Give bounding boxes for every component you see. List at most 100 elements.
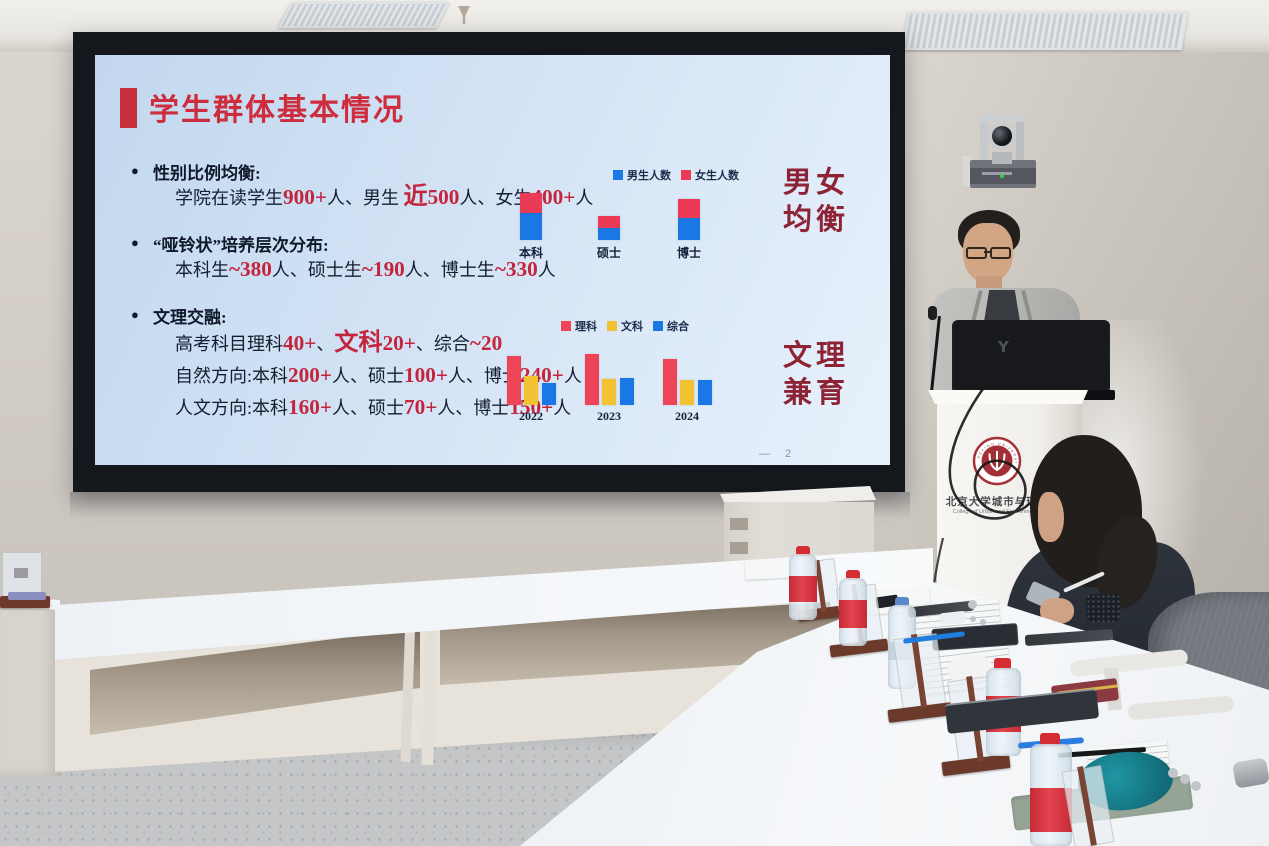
bullet-dot: ●	[131, 163, 139, 178]
gender-chart-bars: 本科 硕士 博士	[495, 155, 735, 263]
bar-文科-2022	[524, 376, 538, 405]
legend-swatch-comprehensive	[653, 321, 663, 331]
bar-理科-2024	[663, 358, 677, 405]
bracelet-bead	[1180, 774, 1190, 784]
text-segment: 200+	[288, 363, 332, 387]
side-label-gender-balance: 男女 均衡	[783, 167, 850, 236]
mic-tip	[968, 600, 977, 609]
bar-male-本科	[520, 212, 542, 240]
cabinet-shelf-notch	[730, 518, 748, 530]
camera-led	[1000, 174, 1004, 178]
track-chart-bars: 2022 2023 2024	[495, 310, 735, 425]
camera-bracket	[1016, 114, 1024, 160]
page-dash: —	[759, 448, 776, 460]
bar-文科-2024	[680, 379, 694, 405]
bar-female-博士	[678, 198, 700, 218]
text-segment: 人、博士生	[404, 260, 495, 280]
bar-理科-2023	[585, 354, 599, 405]
text-segment: 人、男生	[326, 188, 404, 208]
category-label: 2024	[675, 409, 699, 423]
legend-item: 男生人数	[613, 167, 671, 183]
track-chart-legend: 理科 文科 综合	[561, 318, 689, 334]
legend-item: 文科	[607, 318, 643, 334]
text-segment: 人、硕士	[331, 366, 404, 386]
bottle-cap	[796, 546, 810, 556]
bottle-cap	[994, 658, 1011, 670]
text-segment: 文科	[334, 330, 383, 356]
bullet-line: 高考科目理科40+、文科20+、综合~20	[175, 331, 502, 356]
text-segment: 人、硕士生	[271, 260, 362, 280]
bullet-heading: 文理交融:	[153, 308, 227, 327]
legend-item: 综合	[653, 318, 689, 334]
legend-label: 理科	[575, 321, 597, 333]
side-label-arts-science: 文理 兼育	[783, 340, 850, 409]
category-label: 2022	[519, 409, 543, 423]
card-holder-plate	[8, 592, 46, 600]
category-label: 硕士	[596, 246, 622, 260]
text-segment: 20+	[382, 331, 416, 355]
text-segment: 人	[563, 366, 582, 386]
text-segment: 人、硕士	[331, 398, 404, 418]
legend-label: 女生人数	[695, 170, 739, 182]
text-segment: 本科生	[175, 260, 229, 280]
woman-collar	[1086, 594, 1120, 622]
text-segment: ~190	[361, 257, 405, 281]
text-segment: ~20	[469, 331, 503, 355]
bullet-dot: ●	[131, 235, 139, 250]
name-card-text-mark	[14, 568, 28, 578]
legend-swatch-arts	[607, 321, 617, 331]
bar-male-硕士	[598, 227, 620, 240]
text-segment: ~380	[229, 257, 272, 281]
bottle-cap	[846, 570, 860, 580]
bullet-dot: ●	[131, 307, 139, 322]
bar-male-博士	[678, 217, 700, 240]
legend-label: 综合	[667, 321, 689, 333]
text-segment: 、综合	[415, 334, 470, 354]
gender-chart: 男生人数 女生人数 本科 硕士 博士	[495, 155, 739, 263]
page-indicator: — 2	[759, 448, 797, 460]
bar-理科-2022	[507, 355, 521, 405]
presenter-face	[963, 223, 1013, 283]
text-segment: 人、女生	[459, 188, 532, 208]
legend-item: 女生人数	[681, 167, 739, 183]
ceiling-vent	[278, 2, 450, 28]
mic-capsule	[928, 306, 937, 320]
text-segment: 近	[403, 184, 428, 210]
text-segment: 70+	[403, 395, 438, 419]
text-segment: ~330	[494, 257, 538, 281]
bar-综合-2023	[620, 377, 634, 405]
bracelet-bead	[1168, 768, 1178, 778]
title-accent-bar	[120, 88, 137, 128]
camera-pedestal	[992, 152, 1012, 164]
camera-lens-icon	[992, 126, 1012, 146]
ceiling-vent	[901, 12, 1189, 50]
legend-swatch-female	[681, 170, 691, 180]
cabinet-shelf-notch	[730, 542, 748, 554]
bottle-label	[789, 576, 817, 602]
category-label: 博士	[676, 246, 702, 260]
legend-label: 文科	[621, 321, 643, 333]
bullet-line: 人文方向:本科160+人、硕士70+人、博士150+人	[175, 395, 571, 420]
slide-title: 学生群体基本情况	[149, 94, 405, 127]
text-segment: 人、博士	[437, 398, 510, 418]
track-chart: 理科 文科 综合 2022 2023 2024	[495, 310, 735, 425]
text-segment: 40+	[283, 331, 317, 355]
camera-wall-plate	[962, 156, 972, 186]
text-segment: 自然方向:本科	[175, 366, 289, 386]
text-segment: 学院在读学生	[175, 188, 283, 208]
bar-female-本科	[520, 192, 542, 213]
camera-bracket	[980, 114, 1024, 122]
text-segment: 人	[553, 398, 572, 418]
legend-item: 理科	[561, 318, 597, 334]
bar-综合-2024	[698, 379, 712, 405]
text-segment: 160+	[288, 395, 332, 419]
text-segment: 人	[537, 260, 556, 280]
bottle-label	[839, 600, 867, 628]
bar-综合-2022	[542, 383, 556, 405]
category-label: 本科	[518, 246, 544, 260]
bottle-cap	[1040, 733, 1060, 746]
text-segment: 、	[316, 334, 335, 354]
metal-bit	[970, 616, 976, 622]
category-label: 2023	[597, 409, 621, 423]
